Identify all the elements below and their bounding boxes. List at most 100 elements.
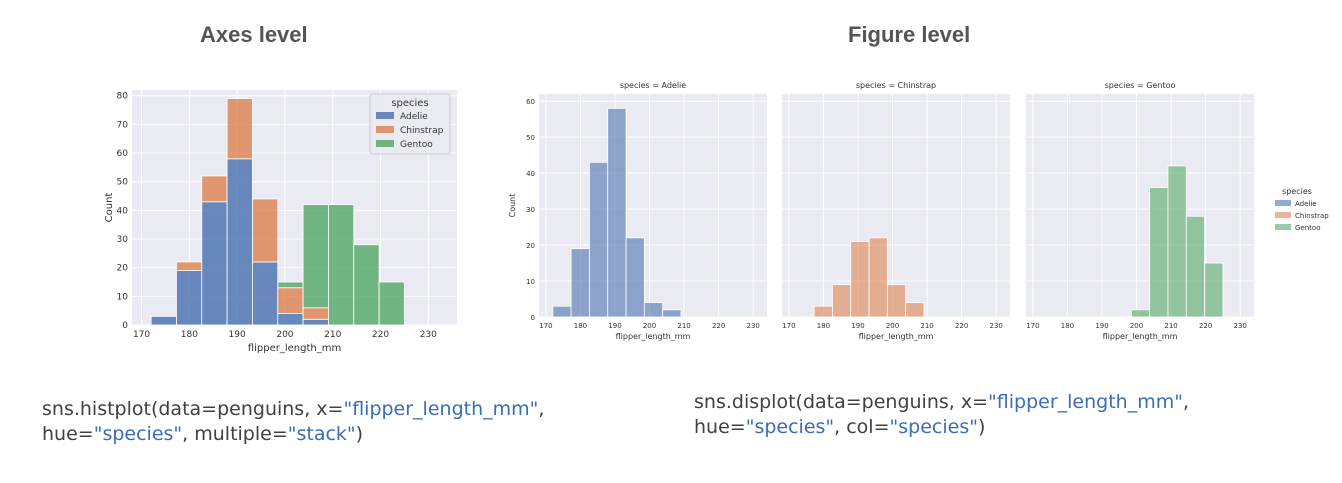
bar-adelie <box>302 318 329 326</box>
bar-chinstrap <box>277 287 304 314</box>
y-axis-label: Count <box>104 193 115 223</box>
x-tick-label: 200 <box>643 322 656 330</box>
legend-label-gentoo: Gentoo <box>400 140 433 150</box>
x-tick-label: 210 <box>677 322 690 330</box>
legend-title: species <box>391 98 428 109</box>
legend: species Adelie Chinstrap Gentoo <box>369 93 451 155</box>
x-tick-label: 170 <box>782 322 795 330</box>
y-tick-label: 20 <box>117 264 129 274</box>
x-tick-label: 180 <box>181 330 198 340</box>
y-tick-label: 0 <box>531 314 535 322</box>
x-axis-label: flipper_length_mm <box>859 332 934 341</box>
x-tick-label: 200 <box>276 330 293 340</box>
facet-title: species = Gentoo <box>1105 81 1176 90</box>
x-tick-label: 190 <box>608 322 621 330</box>
bar-chinstrap <box>886 284 907 318</box>
y-tick-label: 70 <box>117 120 129 130</box>
legend-title: species <box>1282 187 1312 196</box>
legend-box <box>369 93 451 155</box>
x-tick-label: 170 <box>539 322 552 330</box>
code-string: "flipper_length_mm" <box>343 398 539 420</box>
facet-panel-adelie: 170 180 190 200 210 220 230 0 10 20 30 40 50 60 specie… <box>526 81 767 341</box>
code-string: "species" <box>889 416 978 438</box>
legend-swatch-adelie <box>1275 200 1291 206</box>
bar-adelie <box>226 158 253 326</box>
plot-area <box>782 94 1010 317</box>
bar-adelie <box>150 316 177 326</box>
stacked-histogram-svg: 170 180 190 200 210 220 230 0 10 20 30 40 50 60 70 80 fl… <box>104 90 457 354</box>
x-tick-label: 220 <box>372 330 389 340</box>
legend-label-adelie: Adelie <box>400 112 428 122</box>
x-tick-label: 220 <box>955 322 968 330</box>
x-tick-label: 230 <box>1233 322 1246 330</box>
bar-gentoo <box>1204 262 1224 318</box>
bar-gentoo <box>1130 309 1151 318</box>
x-tick-label: 170 <box>1026 322 1039 330</box>
y-tick-label: 40 <box>526 170 535 178</box>
legend-label-chinstrap: Chinstrap <box>1295 212 1329 220</box>
bar-chinstrap <box>226 98 253 160</box>
x-tick-label: 200 <box>886 322 899 330</box>
y-axis-label: Count <box>508 194 517 218</box>
x-tick-label: 210 <box>920 322 933 330</box>
bar-adelie <box>176 270 203 326</box>
axes-level-chart: 170 180 190 200 210 220 230 0 10 20 30 40 50 60 70 80 fl… <box>102 86 462 360</box>
legend-swatch-gentoo <box>376 140 394 147</box>
y-tick-label: 50 <box>526 134 535 142</box>
x-tick-label: 180 <box>574 322 587 330</box>
bar-gentoo <box>328 204 355 326</box>
displot-code-snippet: sns.displot(data=penguins, x="flipper_le… <box>694 390 1189 440</box>
code-text: , <box>538 398 545 420</box>
bar-chinstrap <box>850 241 870 318</box>
bar-chinstrap <box>302 307 329 320</box>
x-tick-label: 210 <box>324 330 341 340</box>
legend-label-chinstrap: Chinstrap <box>400 126 444 136</box>
x-tick-label: 190 <box>229 330 246 340</box>
bar-gentoo <box>1167 165 1187 318</box>
x-tick-label: 220 <box>712 322 725 330</box>
facet-panel-gentoo: 170 180 190 200 210 220 230 species = Gentoo fli… <box>1026 81 1254 341</box>
code-text: hue= <box>694 416 746 438</box>
y-tick-label: 30 <box>526 206 535 214</box>
y-tick-label: 0 <box>122 321 128 331</box>
code-text: , multiple= <box>182 423 288 445</box>
x-axis-label: flipper_length_mm <box>616 332 691 341</box>
code-string: "species" <box>93 423 183 445</box>
x-tick-label: 190 <box>851 322 864 330</box>
bar-adelie <box>277 313 304 326</box>
legend-swatch-chinstrap <box>1275 212 1291 218</box>
figure-level-heading: Figure level <box>848 22 971 47</box>
code-text: sns.displot(data=penguins, x= <box>694 391 989 413</box>
faceted-histogram-svg: 170 180 190 200 210 220 230 0 10 20 30 40 50 60 specie… <box>508 81 1329 341</box>
legend-swatch-chinstrap <box>376 126 394 133</box>
x-tick-label: 210 <box>1164 322 1177 330</box>
y-tick-label: 50 <box>117 178 129 188</box>
y-tick-label: 80 <box>117 92 129 102</box>
x-tick-label: 190 <box>1095 322 1108 330</box>
figure-level-chart: 170 180 190 200 210 220 230 0 10 20 30 40 50 60 specie… <box>495 76 1340 348</box>
x-tick-label: 230 <box>420 330 437 340</box>
x-tick-label: 200 <box>1130 322 1143 330</box>
y-tick-label: 60 <box>117 149 129 159</box>
bar-gentoo <box>302 204 329 309</box>
bar-adelie <box>552 305 572 318</box>
bar-adelie <box>625 237 645 318</box>
legend-swatch-adelie <box>376 112 394 119</box>
code-string: "flipper_length_mm" <box>988 391 1183 413</box>
bar-adelie <box>252 261 279 326</box>
y-tick-label: 60 <box>526 98 535 106</box>
bar-gentoo <box>353 244 380 326</box>
y-tick-label: 40 <box>117 206 129 216</box>
x-axis-label: flipper_length_mm <box>248 343 341 354</box>
x-tick-label: 230 <box>746 322 759 330</box>
y-tick-label: 20 <box>526 242 535 250</box>
y-tick-label: 30 <box>117 235 129 245</box>
bar-chinstrap <box>868 237 888 318</box>
bar-chinstrap <box>201 175 228 203</box>
bar-chinstrap <box>832 284 852 318</box>
facet-panel-chinstrap: 170 180 190 200 210 220 230 species = Chinstrap… <box>782 81 1010 341</box>
x-tick-label: 230 <box>989 322 1002 330</box>
x-tick-label: 180 <box>817 322 830 330</box>
bar-chinstrap <box>252 198 279 263</box>
code-text: hue= <box>42 423 94 445</box>
